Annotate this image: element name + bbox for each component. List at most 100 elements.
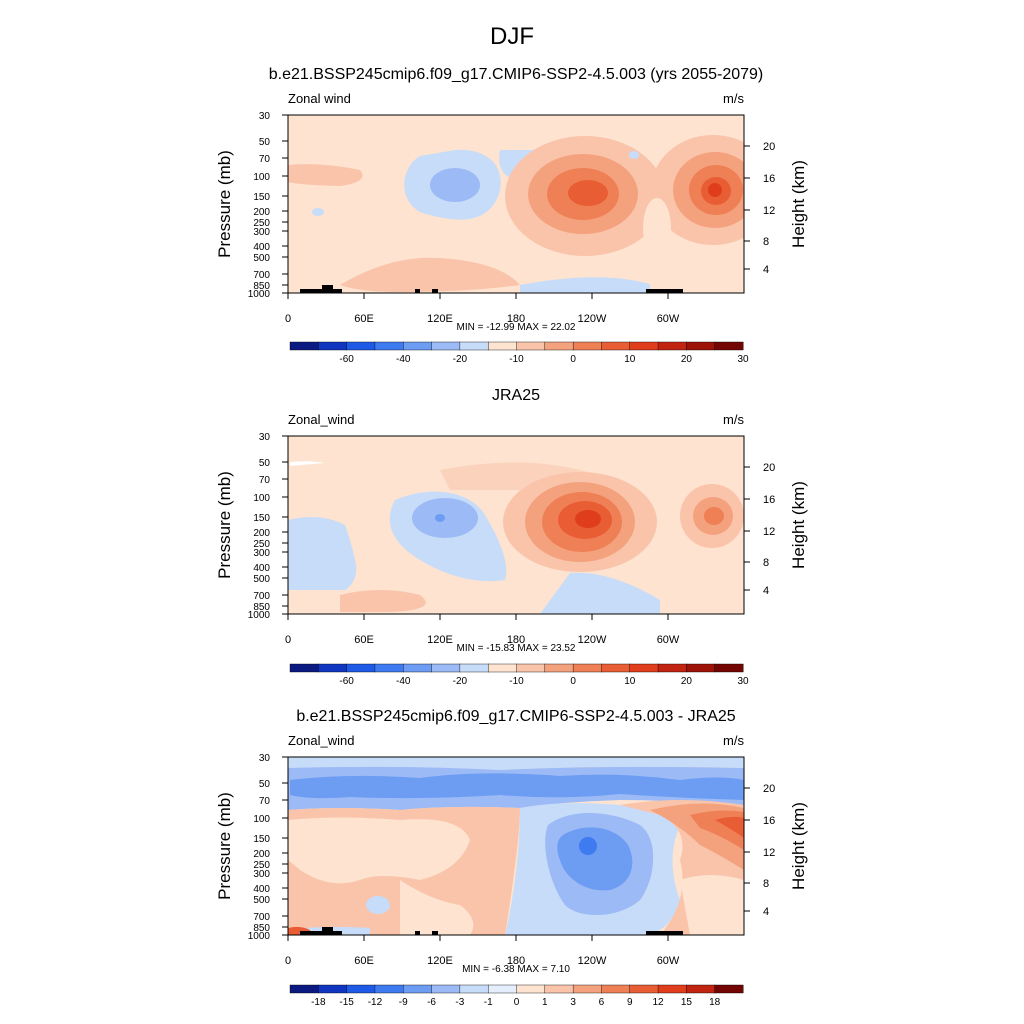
panel-1-height-ticks: 20 16 12 8 4 xyxy=(744,141,775,276)
colorbar-tick-label: 3 xyxy=(570,997,576,1008)
y-tick-label: 300 xyxy=(253,227,270,238)
panel-2-title: JRA25 xyxy=(492,387,540,404)
y-tick-label: 400 xyxy=(253,563,270,574)
y-tick-label: 150 xyxy=(253,192,270,203)
x-tick-label: 60W xyxy=(657,313,680,325)
colorbar-segment xyxy=(374,984,404,994)
panel-1-title: b.e21.BSSP245cmip6.f09_g17.CMIP6-SSP2-4.… xyxy=(269,66,764,83)
panel-1-contours xyxy=(288,115,744,293)
figure-title: DJF xyxy=(490,23,534,50)
colorbar-tick-label: 0 xyxy=(570,354,576,365)
panel-2-y-ticks: 30 50 70 100 150 200 250 300 400 500 700… xyxy=(248,432,288,621)
panel-3-right-label: m/s xyxy=(723,733,744,748)
colorbar-segment xyxy=(318,984,348,994)
y-tick-label: 250 xyxy=(253,539,270,550)
x-tick-label: 60W xyxy=(657,955,680,967)
x-tick-label: 120W xyxy=(578,634,607,646)
x-tick-label: 60E xyxy=(354,634,374,646)
panel-2-ylabel-right: Height (km) xyxy=(789,481,808,569)
y-tick-label: 700 xyxy=(253,591,270,602)
colorbar-tick-label: 30 xyxy=(737,354,749,365)
panel-3-ylabel: Pressure (mb) xyxy=(215,792,234,900)
colorbar-tick-label: 30 xyxy=(737,676,749,687)
y-tick-label: 100 xyxy=(253,172,270,183)
y-tick-label: 500 xyxy=(253,574,270,585)
colorbar-segment xyxy=(544,984,574,994)
y-tick-label: 1000 xyxy=(248,931,271,942)
colorbar-segment xyxy=(629,984,659,994)
x-tick-label: 120W xyxy=(578,955,607,967)
panel-1-right-label: m/s xyxy=(723,91,744,106)
panel-2-x-ticks: 0 60E 120E 180 120W 60W xyxy=(285,614,680,646)
colorbar-segment xyxy=(487,341,518,351)
colorbar-segment xyxy=(346,663,376,673)
panel-2-left-label: Zonal_wind xyxy=(288,412,355,427)
colorbar-segment xyxy=(516,984,546,994)
y-tick-label: 400 xyxy=(253,884,270,895)
panel-3-left-label: Zonal_wind xyxy=(288,733,355,748)
y-tick-label: 500 xyxy=(253,895,270,906)
panel-1-colorbar: -60 -40 -20 -10 0 10 20 30 xyxy=(289,341,749,365)
colorbar-segment xyxy=(657,663,687,673)
x-tick-label: 120E xyxy=(427,313,453,325)
y-tick-label: 300 xyxy=(253,869,270,880)
height-tick-label: 4 xyxy=(763,906,769,918)
height-tick-label: 16 xyxy=(763,173,775,185)
colorbar-tick-label: -6 xyxy=(427,997,436,1008)
height-tick-label: 4 xyxy=(763,585,769,597)
y-tick-label: 30 xyxy=(259,753,271,764)
colorbar-tick-label: 0 xyxy=(570,676,576,687)
colorbar-segment xyxy=(431,341,461,351)
colorbar-segment xyxy=(487,663,518,673)
colorbar-segment xyxy=(459,663,489,673)
x-tick-label: 180 xyxy=(507,313,525,325)
colorbar-tick-label: -18 xyxy=(311,997,326,1008)
height-tick-label: 4 xyxy=(763,264,769,276)
colorbar-tick-label: 20 xyxy=(681,676,693,687)
colorbar-segment xyxy=(318,341,348,351)
colorbar-segment xyxy=(403,984,433,994)
y-tick-label: 300 xyxy=(253,548,270,559)
colorbar-tick-label: -60 xyxy=(339,676,354,687)
colorbar-segment xyxy=(403,341,433,351)
colorbar-segment xyxy=(289,984,319,994)
y-tick-label: 30 xyxy=(259,111,271,122)
panel-1-ylabel-right: Height (km) xyxy=(789,160,808,248)
y-tick-label: 200 xyxy=(253,528,270,539)
colorbar-segment xyxy=(686,341,716,351)
colorbar-tick-label: 9 xyxy=(627,997,633,1008)
y-tick-label: 50 xyxy=(259,137,271,148)
x-tick-label: 120W xyxy=(578,313,607,325)
colorbar-segment xyxy=(572,984,602,994)
colorbar-tick-label: -60 xyxy=(339,354,354,365)
panel-2: JRA25 Zonal_wind m/s 0 60E xyxy=(215,387,808,687)
colorbar-segment xyxy=(601,984,631,994)
height-tick-label: 12 xyxy=(763,526,775,538)
colorbar-segment xyxy=(544,341,574,351)
y-tick-label: 850 xyxy=(253,602,270,613)
panel-1-x-ticks: 0 60E 120E 180 120W 60W xyxy=(285,293,680,325)
y-tick-label: 500 xyxy=(253,253,270,264)
y-tick-label: 250 xyxy=(253,860,270,871)
colorbar-segment xyxy=(346,341,376,351)
colorbar-segment xyxy=(459,984,489,994)
panel-3: b.e21.BSSP245cmip6.f09_g17.CMIP6-SSP2-4.… xyxy=(215,708,808,1008)
colorbar-segment xyxy=(686,984,716,994)
colorbar-segment xyxy=(318,663,348,673)
height-tick-label: 20 xyxy=(763,462,775,474)
y-tick-label: 700 xyxy=(253,912,270,923)
x-tick-label: 60W xyxy=(657,634,680,646)
colorbar-segment xyxy=(601,663,631,673)
y-tick-label: 50 xyxy=(259,779,271,790)
colorbar-segment xyxy=(516,663,546,673)
colorbar-segment xyxy=(629,341,659,351)
panel-2-colorbar: -60 -40 -20 -10 0 10 20 30 xyxy=(289,663,749,687)
x-tick-label: 60E xyxy=(354,313,374,325)
height-tick-label: 16 xyxy=(763,494,775,506)
colorbar-segment xyxy=(403,663,433,673)
height-tick-label: 12 xyxy=(763,205,775,217)
colorbar-segment xyxy=(516,341,546,351)
y-tick-label: 250 xyxy=(253,218,270,229)
colorbar-tick-label: -12 xyxy=(368,997,383,1008)
y-tick-label: 400 xyxy=(253,242,270,253)
